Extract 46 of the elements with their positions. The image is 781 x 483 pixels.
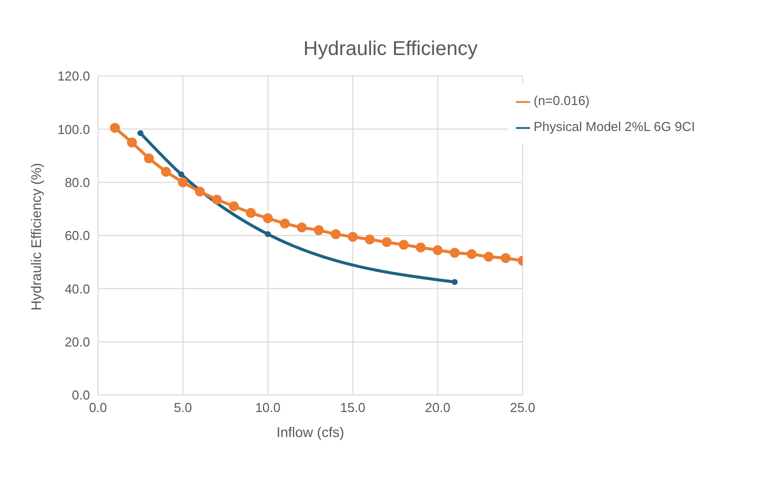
point <box>452 279 458 286</box>
y-tick-label: 100.0 <box>57 122 90 137</box>
legend-label: (n=0.016) <box>534 93 590 108</box>
x-tick-label: 15.0 <box>340 400 366 416</box>
point <box>212 194 222 205</box>
point <box>262 213 273 224</box>
point <box>137 130 144 136</box>
point <box>348 232 358 242</box>
point <box>246 208 256 218</box>
point <box>144 153 154 164</box>
y-tick-label: 120.0 <box>57 68 90 84</box>
point <box>484 252 494 262</box>
point <box>500 253 511 264</box>
chart-title: Hydraulic Efficiency <box>302 37 479 62</box>
x-tick-label: 0.0 <box>88 400 108 416</box>
point <box>398 240 409 250</box>
point <box>314 225 324 236</box>
y-tick-label: 80.0 <box>64 174 90 190</box>
point <box>160 166 171 177</box>
point <box>280 218 290 229</box>
y-axis-title: Hydraulic Efficiency (%) <box>28 162 44 310</box>
y-tick-label: 60.0 <box>64 228 90 244</box>
y-tick-label: 40.0 <box>64 281 90 296</box>
point <box>178 171 184 178</box>
point <box>228 201 239 212</box>
point <box>416 242 426 252</box>
point <box>296 222 307 233</box>
x-tick-label: 25.0 <box>510 400 536 416</box>
point <box>466 249 477 260</box>
point <box>382 237 392 248</box>
point <box>432 245 443 256</box>
x-axis-title: Inflow (cfs) <box>276 424 344 440</box>
x-tick-label: 10.0 <box>255 400 281 416</box>
x-tick-label: 5.0 <box>174 400 192 416</box>
legend-label: Physical Model 2%L 6G 9CI <box>534 119 695 134</box>
point <box>126 137 137 148</box>
point <box>178 177 188 188</box>
x-tick-label: 20.0 <box>425 400 450 416</box>
point <box>264 231 271 238</box>
point <box>450 248 460 258</box>
point <box>364 234 375 244</box>
point <box>194 186 205 197</box>
y-tick-label: 0.0 <box>72 388 90 403</box>
point <box>110 122 120 133</box>
point <box>330 229 341 240</box>
y-tick-label: 20.0 <box>64 334 90 350</box>
